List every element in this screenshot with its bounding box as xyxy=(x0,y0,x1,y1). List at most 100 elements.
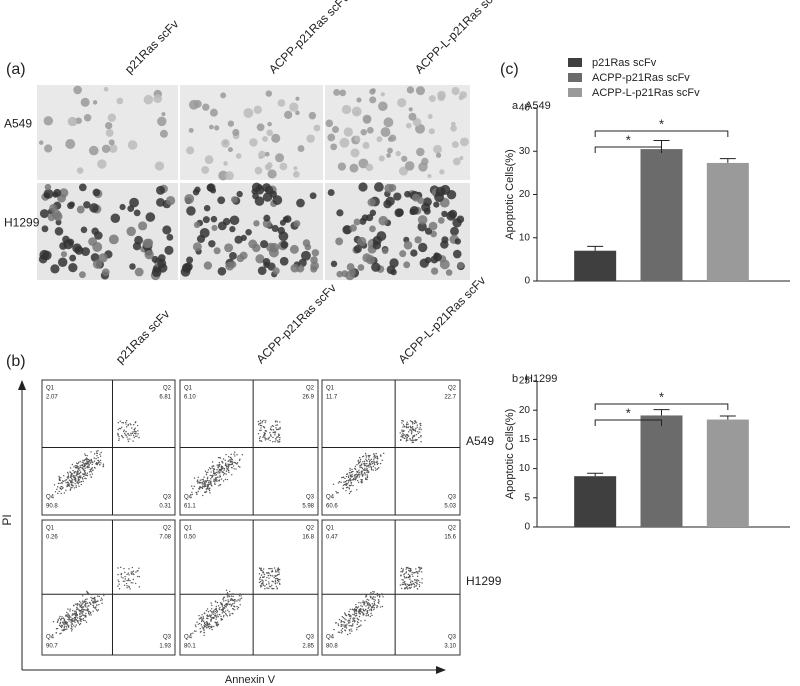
event xyxy=(63,622,65,625)
event xyxy=(233,468,235,470)
event xyxy=(279,426,281,429)
event xyxy=(100,451,102,454)
event xyxy=(227,593,229,596)
event xyxy=(373,607,376,609)
event xyxy=(415,439,417,442)
event xyxy=(128,568,130,570)
cell xyxy=(143,94,154,105)
event xyxy=(71,480,73,482)
event xyxy=(367,607,369,610)
cell xyxy=(277,226,285,235)
event xyxy=(409,437,411,440)
event xyxy=(367,465,369,467)
event xyxy=(92,604,95,607)
cell xyxy=(280,240,289,249)
event xyxy=(275,437,277,440)
event xyxy=(271,580,273,583)
event xyxy=(202,616,204,618)
event xyxy=(73,472,76,474)
significance-mark: * xyxy=(659,116,664,131)
cell xyxy=(418,242,428,253)
event xyxy=(78,485,80,487)
event xyxy=(370,468,373,470)
significance-mark: * xyxy=(659,389,664,404)
event xyxy=(406,421,408,423)
event xyxy=(354,617,356,619)
event xyxy=(88,614,91,616)
event xyxy=(77,483,79,485)
event xyxy=(365,458,367,460)
cell xyxy=(272,195,283,205)
event xyxy=(230,595,233,597)
cell xyxy=(410,249,418,257)
event xyxy=(225,473,227,475)
event xyxy=(264,588,266,590)
cell xyxy=(295,96,300,101)
event xyxy=(60,492,62,495)
event xyxy=(94,602,96,604)
event xyxy=(233,602,236,604)
event xyxy=(67,613,69,615)
event xyxy=(260,567,263,569)
event xyxy=(204,626,206,628)
quadrant-name: Q1 xyxy=(326,386,335,392)
event xyxy=(207,469,210,471)
cell xyxy=(203,204,211,212)
event xyxy=(365,595,368,597)
event xyxy=(411,425,414,428)
cell xyxy=(403,261,411,269)
event xyxy=(57,492,59,495)
cell xyxy=(279,256,289,266)
quadrant-value: 0.47 xyxy=(326,535,338,541)
event xyxy=(412,575,414,578)
event xyxy=(67,483,69,486)
cell xyxy=(60,251,68,258)
event xyxy=(118,438,120,440)
event xyxy=(197,476,199,479)
event xyxy=(406,437,409,439)
event xyxy=(211,604,213,607)
event xyxy=(407,583,409,586)
event xyxy=(125,582,128,585)
event xyxy=(93,460,96,462)
event xyxy=(415,421,417,424)
event xyxy=(201,487,204,490)
cell xyxy=(97,159,107,169)
cell xyxy=(451,87,460,96)
event xyxy=(268,583,270,585)
cell xyxy=(217,221,227,231)
event xyxy=(209,474,211,477)
event xyxy=(205,485,207,488)
event xyxy=(374,456,377,459)
event xyxy=(73,625,75,627)
cell xyxy=(433,201,440,208)
cell xyxy=(186,206,196,216)
event xyxy=(216,610,219,612)
cell xyxy=(333,88,341,96)
event xyxy=(124,575,126,578)
cell xyxy=(293,166,298,171)
cell xyxy=(367,198,376,207)
event xyxy=(85,457,88,459)
event xyxy=(363,613,365,615)
event xyxy=(76,614,79,616)
event xyxy=(127,423,130,426)
micrograph xyxy=(180,85,323,180)
cell xyxy=(63,239,74,250)
event xyxy=(71,628,73,630)
event xyxy=(81,473,84,475)
event xyxy=(194,624,197,626)
event xyxy=(86,465,89,468)
event xyxy=(364,474,366,476)
event xyxy=(59,478,61,481)
event xyxy=(420,434,422,437)
cell xyxy=(108,234,119,245)
quadrant-value: 6.81 xyxy=(159,395,171,401)
event xyxy=(340,632,343,634)
event xyxy=(272,431,274,434)
event xyxy=(95,593,97,596)
quadrant-name: Q4 xyxy=(46,635,55,641)
event xyxy=(206,479,209,482)
event xyxy=(208,627,211,630)
y-tick-label: 15 xyxy=(519,434,531,445)
